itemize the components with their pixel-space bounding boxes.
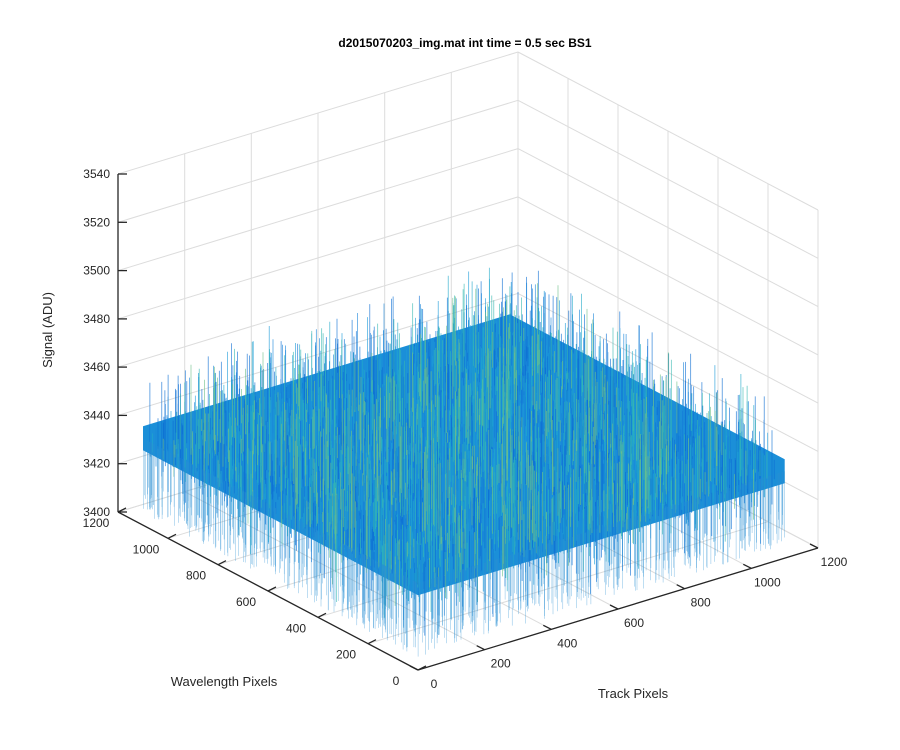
y-axis-label: Wavelength Pixels — [171, 674, 278, 689]
gridline-z-right — [517, 99, 819, 259]
z-tick-label: 3440 — [83, 408, 110, 422]
y-tick-mark — [217, 560, 227, 566]
x-tick-label: 400 — [557, 636, 577, 650]
y-tick-label: 0 — [393, 674, 400, 688]
y-tick-label: 1000 — [133, 542, 160, 556]
x-tick-mark — [543, 624, 552, 630]
surface-mesh — [143, 267, 785, 657]
x-tick-label: 1000 — [754, 575, 781, 589]
tick-labels: 0 200 400 600 800 1000 1200 0 200 400 600 800 1000 12… — [83, 167, 848, 691]
x-tick-mark — [409, 665, 419, 671]
surface-noise-5 — [162, 283, 754, 608]
x-tick-label: 1200 — [821, 555, 848, 569]
gridline-z-back — [117, 244, 519, 368]
y-tick-mark — [367, 639, 377, 645]
z-axis-label: Signal (ADU) — [40, 292, 55, 368]
z-tick-label: 3540 — [83, 167, 110, 181]
axes — [117, 173, 819, 671]
gridline-z-right — [517, 244, 819, 404]
z-tick-label: 3400 — [83, 505, 110, 519]
x-tick-mark — [476, 645, 485, 651]
gridline-z-right — [517, 51, 819, 211]
x-tick-label: 600 — [624, 616, 644, 630]
z-tick-label: 3520 — [83, 215, 110, 229]
x-tick-mark — [743, 563, 752, 569]
gridline-z-back — [117, 148, 519, 272]
y-tick-mark — [167, 533, 177, 539]
x-tick-label: 0 — [431, 677, 438, 691]
x-tick-mark — [609, 604, 619, 610]
y-tick-mark — [417, 665, 427, 671]
y-tick-mark — [317, 612, 327, 618]
y-tick-label: 600 — [236, 595, 256, 609]
y-tick-mark — [117, 507, 127, 513]
x-axis-label: Track Pixels — [598, 686, 669, 701]
x-tick-mark — [809, 543, 819, 549]
x-tick-label: 800 — [691, 596, 711, 610]
gridline-z-right — [517, 148, 819, 308]
surface-edge-wisps — [143, 438, 785, 657]
gridline-z-right — [517, 196, 819, 356]
gridline-z-back — [117, 51, 519, 175]
surface-noise-4 — [176, 283, 768, 619]
gridline-z-back — [117, 99, 519, 223]
z-tick-label: 3480 — [83, 312, 110, 326]
x-tick-mark — [676, 584, 685, 590]
y-tick-label: 800 — [186, 569, 206, 583]
chart-title: d2015070203_img.mat int time = 0.5 sec B… — [338, 36, 591, 50]
z-tick-label: 3460 — [83, 360, 110, 374]
y-tick-label: 400 — [286, 621, 306, 635]
z-tick-label: 3420 — [83, 457, 110, 471]
y-tick-label: 200 — [336, 648, 356, 662]
z-tick-label: 3500 — [83, 264, 110, 278]
x-tick-label: 200 — [491, 657, 511, 671]
y-tick-mark — [267, 586, 277, 592]
y-tick-label: 1200 — [83, 516, 110, 530]
gridline-z-back — [117, 196, 519, 320]
